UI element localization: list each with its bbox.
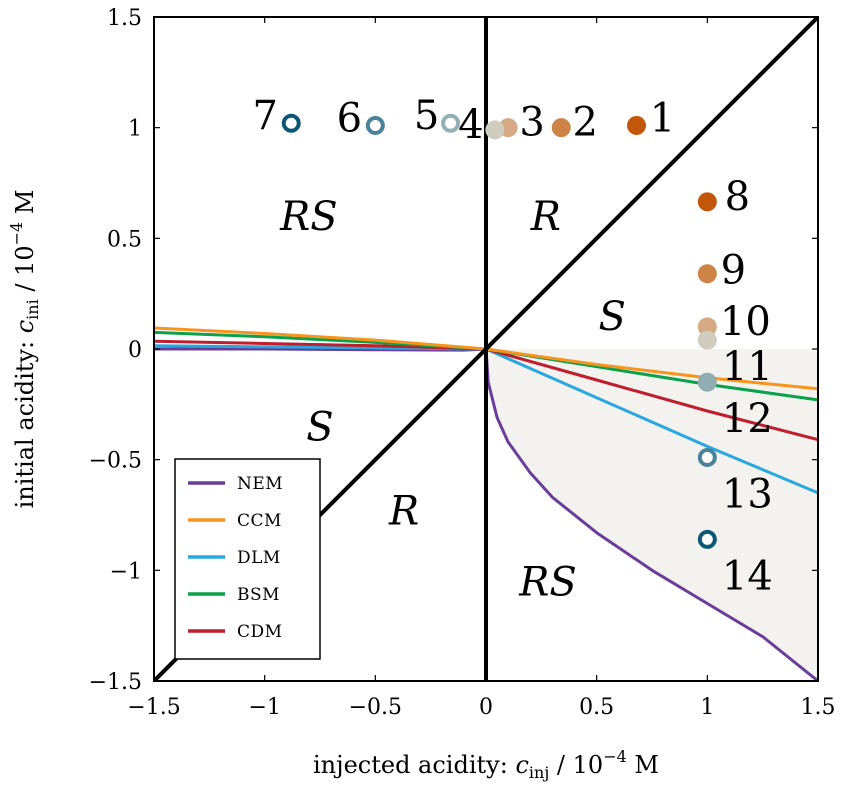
x-tick-label: −1: [248, 695, 280, 720]
legend-label-ccm: CCM: [237, 511, 282, 531]
x-tick-label: −0.5: [349, 695, 402, 720]
y-tick-label: −1: [110, 559, 142, 584]
point-label-1: 1: [650, 95, 675, 141]
data-point-1: [627, 115, 647, 135]
point-label-5: 5: [414, 93, 439, 139]
x-axis-label: injected acidity: cinj / 10−4 M: [313, 747, 659, 782]
region-label-s-4: S: [306, 404, 333, 450]
data-point-13: [697, 447, 717, 467]
data-point-9: [697, 264, 717, 284]
point-label-2: 2: [573, 100, 598, 146]
axis-ticks: −1.5 −1 −0.5 0 0.5 1 1.5 −1.5 −1 −0.5 0 0.5 1 1.5: [89, 6, 836, 720]
point-label-13: 13: [722, 471, 773, 517]
point-label-6: 6: [337, 95, 362, 141]
point-label-3: 3: [519, 100, 544, 146]
x-tick-label: 1.5: [801, 695, 836, 720]
curve-nem: [154, 347, 818, 681]
data-point-10: [697, 317, 717, 337]
data-point-2: [551, 118, 571, 138]
y-tick-label: 0: [128, 338, 142, 363]
y-axis-label: initial acidity: cini / 10−4 M: [7, 190, 42, 509]
x-tick-label: −1.5: [127, 695, 180, 720]
point-label-4: 4: [458, 102, 483, 148]
legend-label-nem: NEM: [237, 474, 283, 494]
region-label-rs-1: RS: [279, 194, 338, 240]
data-point-8: [697, 192, 717, 212]
region-label-r-5: R: [388, 489, 419, 535]
region-label-s-3: S: [598, 294, 625, 340]
data-point-4: [485, 120, 505, 140]
data-point-11: [697, 330, 717, 350]
legend-label-dlm: DLM: [237, 548, 281, 568]
data-point-5: [441, 113, 461, 133]
x-tick-label: 1: [700, 695, 714, 720]
x-tick-label: 0: [479, 695, 493, 720]
point-label-7: 7: [253, 93, 278, 139]
data-point-7: [281, 113, 301, 133]
point-label-11: 11: [722, 344, 773, 390]
y-tick-label: 0.5: [107, 227, 142, 252]
legend-box: [174, 458, 321, 660]
legend-label-bsm: BSM: [237, 585, 280, 605]
point-label-9: 9: [721, 248, 746, 294]
y-tick-label: 1: [128, 117, 142, 142]
point-label-8: 8: [725, 174, 750, 220]
region-label-rs-6: RS: [518, 559, 577, 605]
x-tick-label: 0.5: [579, 695, 614, 720]
point-label-14: 14: [722, 553, 773, 599]
data-point-12: [697, 372, 717, 392]
shaded-region: [486, 349, 818, 681]
data-point-14: [697, 529, 717, 549]
point-label-12: 12: [722, 396, 773, 442]
y-tick-label: −1.5: [89, 670, 142, 695]
point-label-10: 10: [720, 299, 771, 345]
y-tick-label: 1.5: [107, 6, 142, 31]
data-point-6: [365, 115, 385, 135]
region-label-r-2: R: [530, 194, 561, 240]
y-tick-label: −0.5: [89, 449, 142, 474]
legend-label-cdm: CDM: [237, 622, 283, 642]
shaded-area: [486, 349, 818, 681]
legend: NEM CCM DLM BSM CDM: [174, 458, 321, 660]
